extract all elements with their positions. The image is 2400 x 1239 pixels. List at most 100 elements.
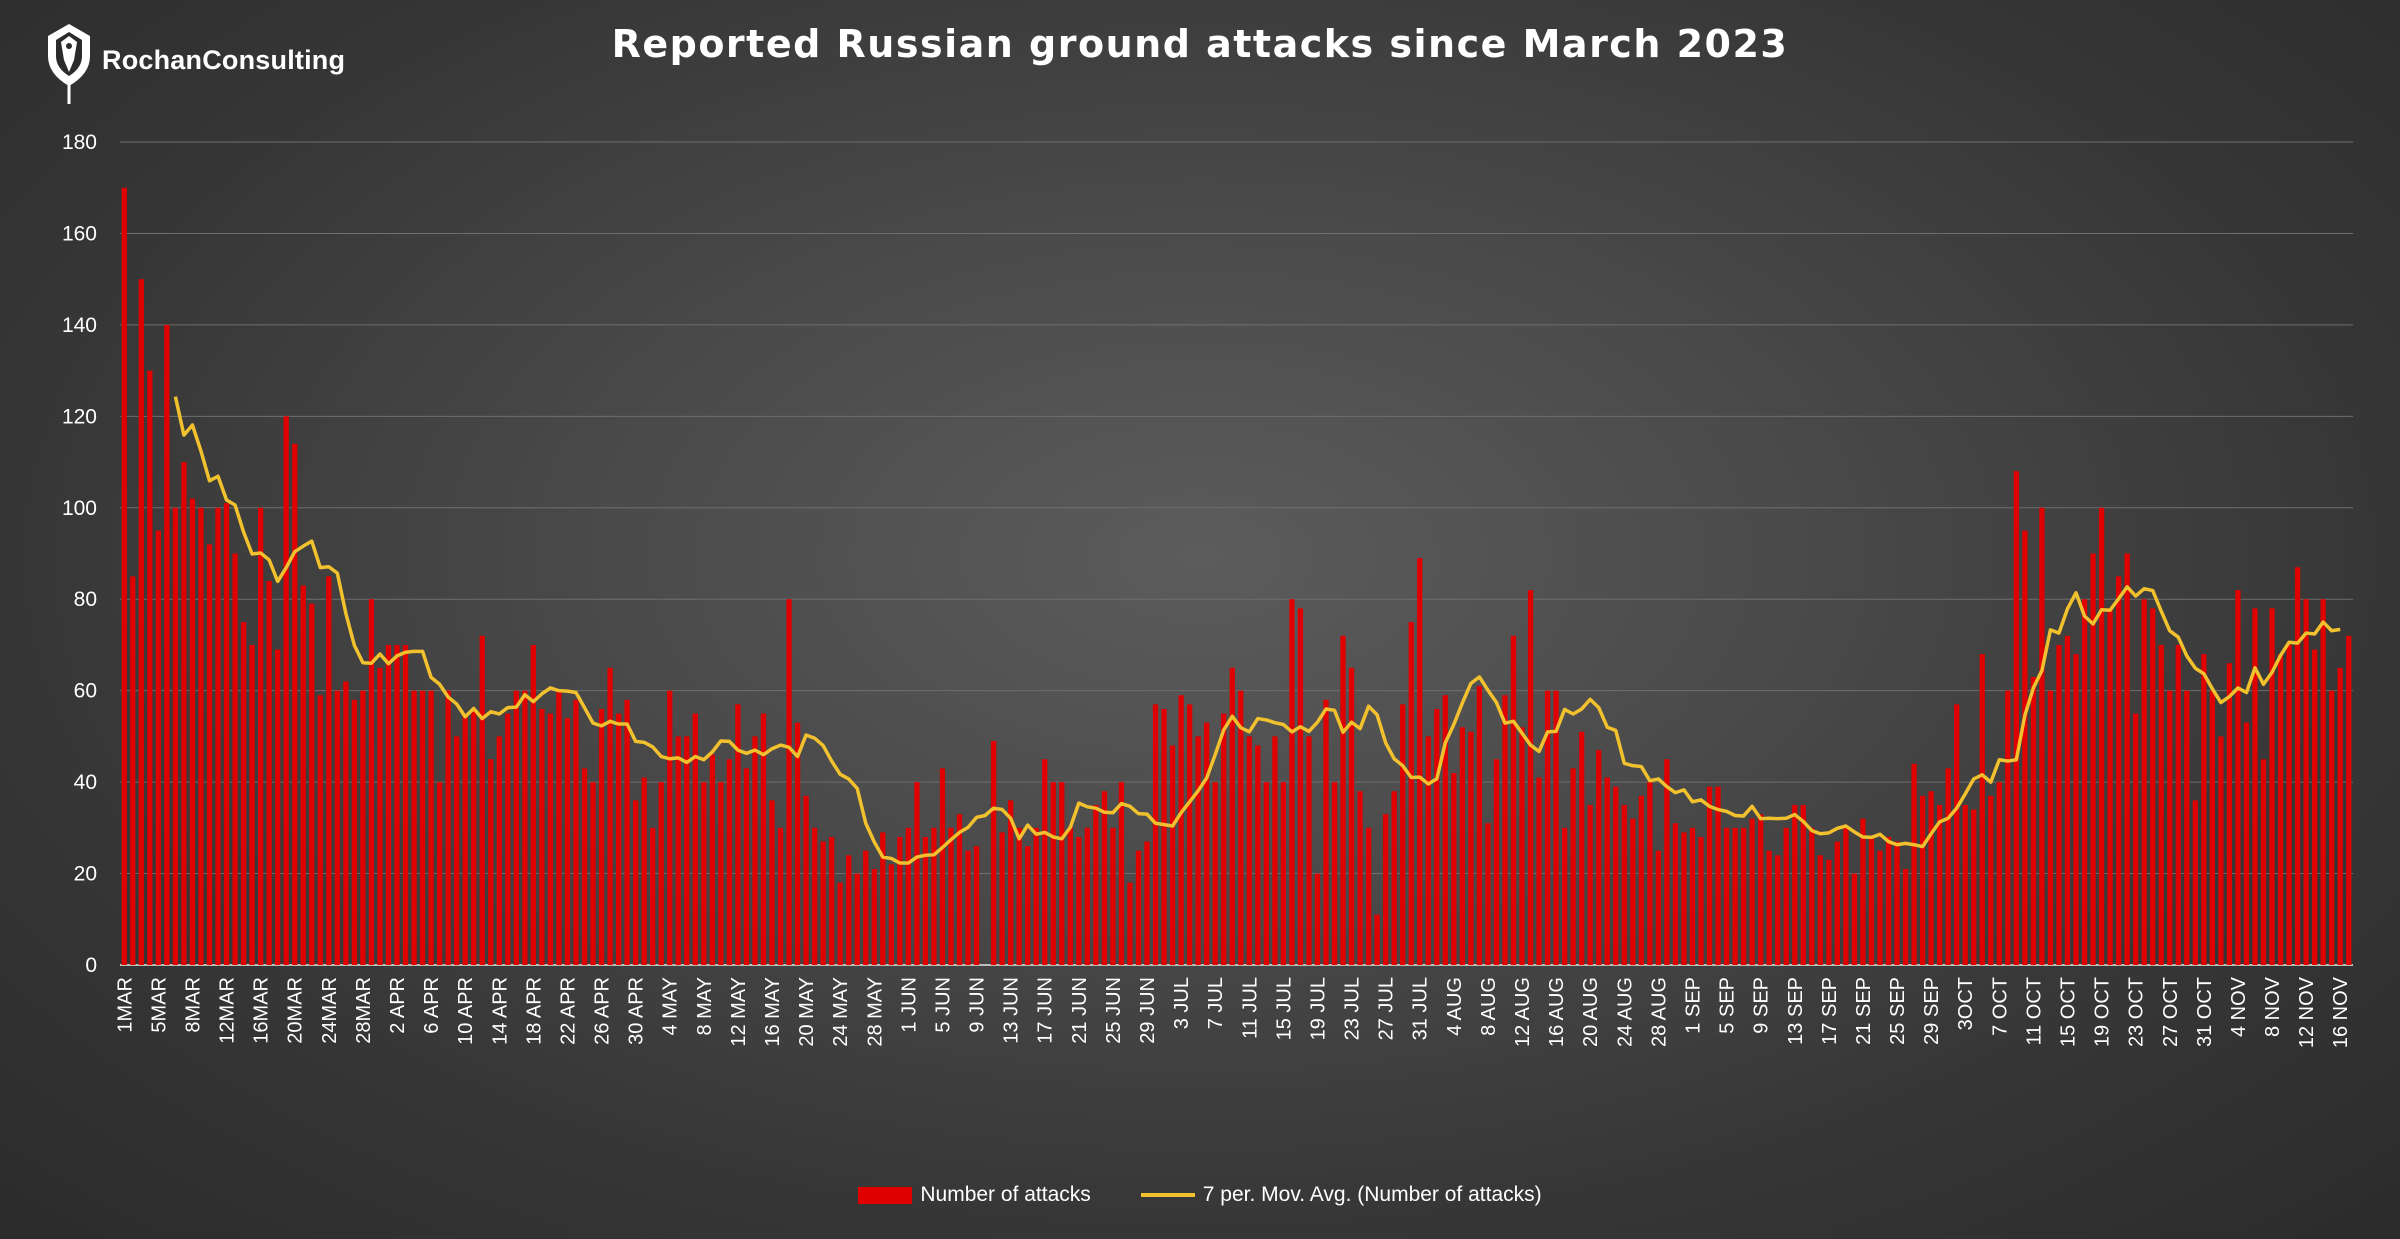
bar <box>615 713 622 965</box>
bar <box>1672 823 1679 965</box>
x-tick-label: 29 JUN <box>1137 977 1159 1044</box>
bar <box>436 782 443 965</box>
bar <box>2252 608 2258 965</box>
bar <box>2081 599 2088 965</box>
bar <box>650 827 656 965</box>
bar <box>189 498 196 965</box>
bar <box>539 708 545 965</box>
bar <box>1059 782 1065 965</box>
bar <box>794 722 801 965</box>
x-tick-label: 5 SEP <box>1717 977 1739 1034</box>
bar <box>1630 818 1636 965</box>
bar <box>1025 846 1031 965</box>
bar <box>1238 690 1244 965</box>
bar <box>718 782 724 965</box>
x-axis-ticks: 1MAR 5MAR 8MAR 12MAR 16MAR 20MAR 24MAR 28MAR 2 A… <box>114 976 2352 1048</box>
y-tick-label: 160 <box>62 222 97 245</box>
bar <box>454 736 460 965</box>
bar <box>402 644 409 965</box>
bar <box>1561 827 1568 965</box>
chart-legend: Number of attacks 7 per. Mov. Avg. (Numb… <box>0 1183 2400 1207</box>
bar <box>1809 827 1815 965</box>
bar <box>2184 690 2190 965</box>
bar <box>343 681 349 965</box>
bar <box>1135 850 1142 965</box>
bar <box>249 644 255 965</box>
brand-logo: RochanConsulting <box>44 22 345 106</box>
bar <box>2030 676 2037 965</box>
bar <box>854 873 860 965</box>
bar <box>1954 704 1960 965</box>
bar <box>181 462 187 965</box>
bar <box>1476 686 1483 965</box>
bar <box>1817 855 1823 965</box>
bar <box>1536 777 1542 965</box>
bar <box>419 690 426 965</box>
bar <box>2141 599 2147 965</box>
bar <box>1604 777 1610 965</box>
shield-logo-icon <box>48 24 90 104</box>
x-tick-label: 24 AUG <box>1614 977 1636 1047</box>
bar <box>590 782 596 965</box>
bar <box>684 736 690 965</box>
bar <box>1800 804 1806 965</box>
bar <box>658 782 664 965</box>
bar <box>2218 736 2224 965</box>
bar <box>752 736 758 965</box>
bar <box>1357 791 1363 965</box>
x-tick-label: 22 APR <box>557 977 579 1045</box>
x-tick-label: 4 AUG <box>1444 977 1466 1036</box>
x-tick-label: 16 MAY <box>762 977 784 1047</box>
x-tick-label: 3OCT <box>1955 977 1977 1030</box>
bar <box>863 850 869 965</box>
bar <box>888 864 894 965</box>
y-tick-label: 120 <box>62 405 97 428</box>
bar <box>1945 768 1951 965</box>
bar <box>317 695 323 965</box>
bar <box>1067 827 1073 965</box>
x-tick-label: 12 AUG <box>1512 977 1534 1047</box>
bar <box>2107 608 2113 965</box>
x-tick-label: 7 JUL <box>1205 977 1227 1029</box>
bar <box>1834 841 1840 965</box>
x-tick-label: 16MAR <box>251 977 273 1044</box>
bar <box>1434 708 1440 965</box>
bar <box>1570 768 1576 965</box>
x-tick-label: 12 MAY <box>728 977 750 1047</box>
bar <box>786 599 792 965</box>
bar <box>811 827 818 965</box>
bar <box>2005 690 2011 965</box>
bar <box>624 699 630 965</box>
bar <box>1050 782 1056 965</box>
bar <box>1306 736 1312 965</box>
bar <box>931 827 937 965</box>
x-tick-label: 27 OCT <box>2160 977 2182 1047</box>
bar <box>2056 644 2062 965</box>
bar <box>164 324 170 965</box>
y-axis-ticks: 0 20 40 60 80 100 120 140 160 180 <box>62 131 97 977</box>
bar <box>1383 814 1389 965</box>
bar <box>777 827 784 965</box>
x-tick-label: 24MAR <box>319 977 341 1044</box>
y-tick-label: 140 <box>62 314 97 337</box>
bar <box>2167 690 2173 965</box>
x-tick-label: 25 SEP <box>1887 977 1909 1045</box>
bar <box>1715 786 1721 965</box>
bar <box>1851 873 1858 965</box>
x-tick-label: 8MAR <box>182 977 204 1033</box>
y-tick-label: 100 <box>62 497 97 520</box>
x-tick-label: 21 JUN <box>1069 977 1091 1044</box>
bar <box>1510 635 1517 965</box>
bar <box>1655 850 1662 965</box>
bar <box>2047 690 2054 965</box>
bar <box>394 644 400 965</box>
bar <box>2269 608 2275 965</box>
bar <box>1587 804 1593 965</box>
bar <box>326 576 332 965</box>
bar <box>1408 622 1414 965</box>
bar <box>1459 727 1465 965</box>
x-tick-label: 11 OCT <box>2023 977 2045 1046</box>
bar <box>1365 827 1372 965</box>
bar <box>965 850 971 965</box>
